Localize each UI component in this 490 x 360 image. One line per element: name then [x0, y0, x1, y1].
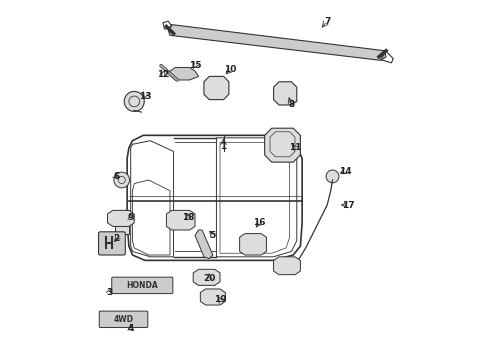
Text: 19: 19: [214, 295, 226, 304]
FancyBboxPatch shape: [112, 277, 173, 294]
Polygon shape: [265, 128, 300, 162]
Text: 15: 15: [189, 61, 201, 70]
Text: 13: 13: [139, 91, 151, 100]
Polygon shape: [204, 76, 229, 100]
Text: 8: 8: [288, 100, 294, 109]
Text: 5: 5: [210, 231, 216, 240]
Polygon shape: [195, 230, 213, 258]
Text: 11: 11: [289, 143, 301, 152]
Polygon shape: [273, 257, 300, 275]
Text: 2: 2: [113, 234, 120, 243]
Polygon shape: [200, 289, 225, 305]
Text: 4: 4: [127, 324, 134, 333]
Text: 16: 16: [253, 219, 266, 228]
Text: 9: 9: [127, 213, 134, 222]
Polygon shape: [193, 269, 220, 285]
Text: 10: 10: [224, 65, 237, 74]
Polygon shape: [167, 210, 195, 230]
Text: 14: 14: [339, 167, 351, 176]
Circle shape: [114, 172, 130, 188]
Text: 1: 1: [220, 141, 227, 150]
Text: HONDA: HONDA: [126, 281, 158, 290]
FancyBboxPatch shape: [98, 232, 125, 255]
Polygon shape: [273, 82, 297, 105]
Text: 3: 3: [106, 288, 112, 297]
Circle shape: [124, 91, 144, 111]
Polygon shape: [168, 24, 386, 60]
Text: 4WD: 4WD: [114, 315, 134, 324]
Text: 12: 12: [157, 70, 169, 79]
FancyBboxPatch shape: [99, 311, 148, 328]
Polygon shape: [240, 234, 267, 255]
Polygon shape: [170, 67, 198, 80]
Circle shape: [326, 170, 339, 183]
Text: 6: 6: [113, 172, 120, 181]
Text: 20: 20: [203, 274, 216, 283]
Polygon shape: [107, 210, 134, 226]
Polygon shape: [115, 226, 129, 234]
Text: 7: 7: [324, 17, 330, 26]
Text: 18: 18: [182, 213, 194, 222]
Text: 17: 17: [343, 201, 355, 210]
